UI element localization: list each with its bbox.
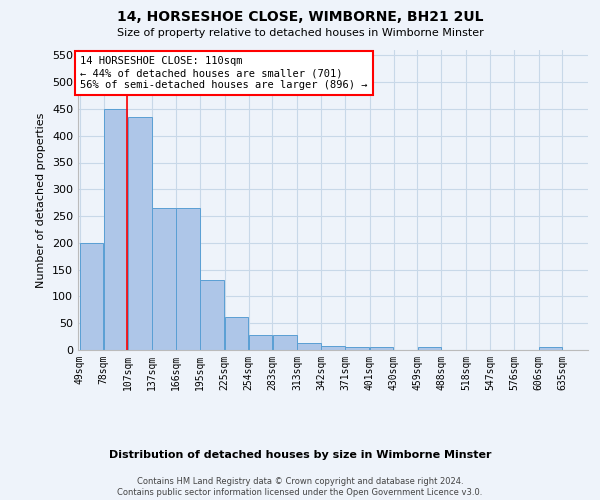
Bar xyxy=(176,208,200,350)
Bar xyxy=(370,348,394,350)
Text: Size of property relative to detached houses in Wimborne Minster: Size of property relative to detached ho… xyxy=(116,28,484,38)
Bar xyxy=(80,243,103,350)
Text: Contains HM Land Registry data © Crown copyright and database right 2024.
Contai: Contains HM Land Registry data © Crown c… xyxy=(118,478,482,497)
Text: 14 HORSESHOE CLOSE: 110sqm
← 44% of detached houses are smaller (701)
56% of sem: 14 HORSESHOE CLOSE: 110sqm ← 44% of deta… xyxy=(80,56,368,90)
Bar xyxy=(418,348,441,350)
Y-axis label: Number of detached properties: Number of detached properties xyxy=(37,112,46,288)
Text: 14, HORSESHOE CLOSE, WIMBORNE, BH21 2UL: 14, HORSESHOE CLOSE, WIMBORNE, BH21 2UL xyxy=(117,10,483,24)
Bar xyxy=(298,343,321,350)
Bar xyxy=(321,346,345,350)
Bar xyxy=(539,348,562,350)
Bar xyxy=(104,109,127,350)
Bar xyxy=(249,335,272,350)
Bar xyxy=(345,348,370,350)
Bar xyxy=(272,335,297,350)
Bar xyxy=(152,208,176,350)
Bar xyxy=(128,117,152,350)
Bar xyxy=(225,317,248,350)
Text: Distribution of detached houses by size in Wimborne Minster: Distribution of detached houses by size … xyxy=(109,450,491,460)
Bar xyxy=(200,280,224,350)
